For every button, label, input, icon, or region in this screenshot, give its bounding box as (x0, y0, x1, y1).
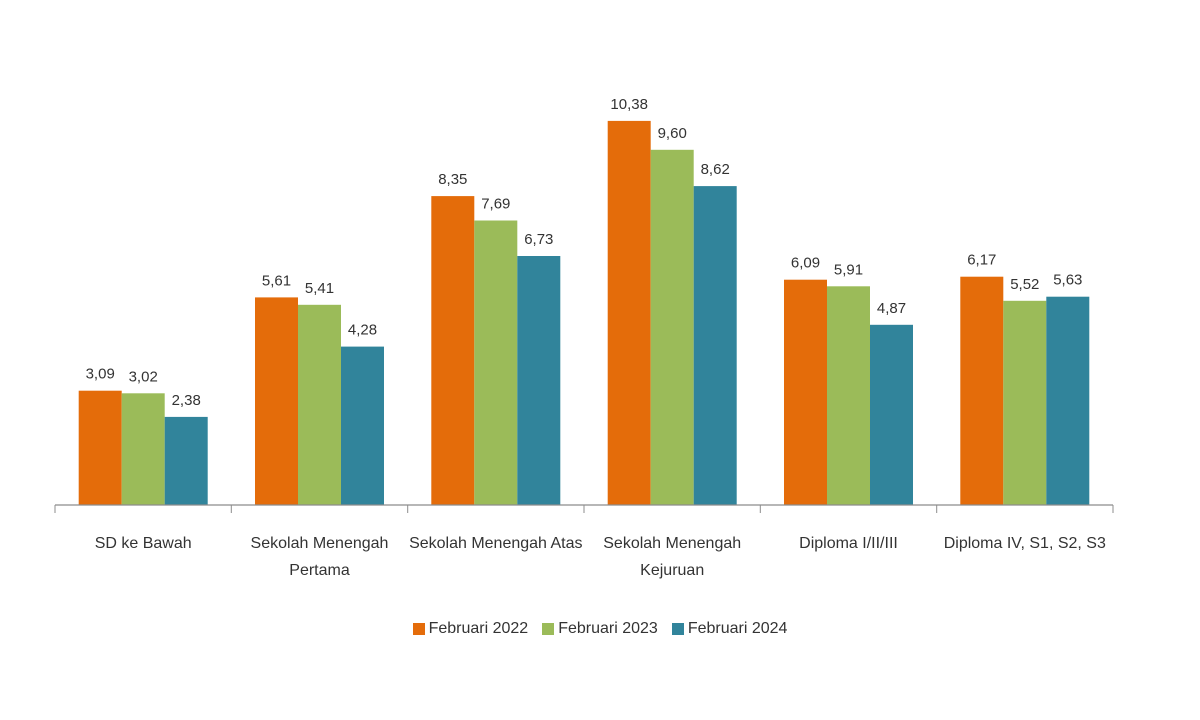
bar (298, 304, 341, 505)
bar (784, 279, 827, 505)
legend-label: Februari 2022 (428, 620, 529, 637)
bar (607, 120, 651, 506)
category-label: Diploma I/II/III (799, 535, 898, 552)
data-label: 3,02 (129, 368, 158, 385)
category-label: SD ke Bawah (95, 535, 192, 552)
bar (870, 324, 913, 505)
legend-label: Februari 2024 (687, 620, 788, 637)
bar (827, 286, 870, 505)
legend-label: Februari 2023 (558, 620, 658, 637)
category-label: Sekolah Menengah (251, 535, 389, 552)
data-label: 2,38 (172, 392, 201, 409)
bars-layer (78, 120, 1090, 506)
data-label: 10,38 (610, 96, 648, 113)
data-label: 3,09 (86, 366, 115, 383)
category-labels-layer: SD ke Bawah Sekolah Menengah Pertama Sekola… (95, 535, 1106, 579)
bar (431, 196, 475, 505)
data-label: 7,69 (481, 196, 510, 213)
category-label: Diploma IV, S1, S2, S3 (944, 535, 1106, 552)
legend-swatch (542, 623, 555, 635)
bar (650, 149, 694, 506)
legend-item-februari-2023: Februari 2023 (542, 620, 658, 638)
bar (517, 256, 561, 505)
data-label: 8,35 (438, 171, 467, 188)
bar (1046, 296, 1090, 505)
legend: Februari 2022 Februari 2023 Februari 202… (0, 620, 1200, 638)
legend-swatch (671, 623, 684, 635)
data-label: 9,60 (658, 125, 687, 142)
bar (474, 220, 518, 505)
data-label: 4,87 (877, 300, 906, 317)
data-label: 4,28 (348, 322, 377, 339)
legend-swatch (412, 623, 425, 635)
category-label: Sekolah Menengah Atas (409, 535, 582, 552)
bar (960, 276, 1004, 505)
bar (78, 390, 122, 505)
bar (121, 393, 165, 505)
bar (341, 346, 384, 505)
data-label: 5,61 (262, 272, 291, 289)
bar (255, 297, 298, 505)
category-label: Kejuruan (640, 562, 704, 579)
data-label: 5,91 (834, 261, 863, 278)
category-label: Pertama (289, 562, 350, 579)
category-label: Sekolah Menengah (603, 535, 741, 552)
data-label: 5,52 (1010, 276, 1039, 293)
data-label: 6,73 (524, 231, 553, 248)
bar (1003, 300, 1047, 505)
data-label: 8,62 (701, 161, 730, 178)
data-label: 5,41 (305, 280, 334, 297)
data-label: 6,17 (967, 252, 996, 269)
bar (693, 186, 737, 505)
data-label: 5,63 (1053, 272, 1082, 289)
data-label: 6,09 (791, 255, 820, 272)
x-axis (54, 504, 1114, 513)
legend-item-februari-2022: Februari 2022 (412, 620, 529, 638)
data-labels-layer: 3,09 3,02 2,38 5,61 5,41 4,28 8,35 7,69 6,73 10,3… (86, 96, 1083, 409)
bar (164, 416, 208, 505)
legend-item-februari-2024: Februari 2024 (671, 620, 788, 638)
